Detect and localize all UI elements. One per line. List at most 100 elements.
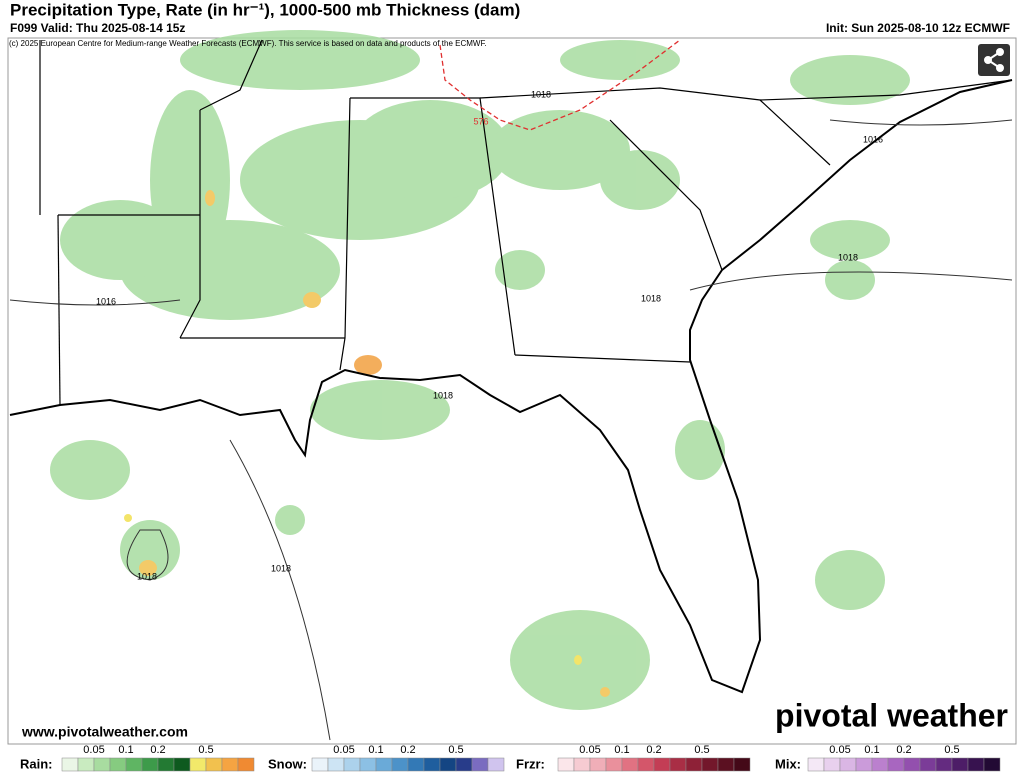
legend-label: Rain: [20, 756, 53, 771]
legend-swatch [189, 757, 207, 772]
legend-label: Frzr: [516, 756, 545, 771]
contour-labels: 1016 1018 576 1016 1018 1018 1018 1018 1018 [96, 89, 883, 581]
logo: pivotal weather [775, 697, 1008, 733]
map: (c) 2025 European Centre for Medium-rang… [7, 30, 1017, 745]
legend-swatch [173, 757, 191, 772]
title: Precipitation Type, Rate (in hr⁻¹), 1000… [10, 0, 520, 19]
precip-area [275, 505, 305, 535]
isobars [9, 119, 1013, 741]
coastline [9, 79, 1013, 694]
legend-tick: 0.5 [448, 744, 463, 756]
init-time: Init: Sun 2025-08-10 12z ECMWF [826, 21, 1010, 35]
heavy-precip [600, 687, 610, 697]
legend-swatch [343, 757, 361, 772]
heavy-precip [124, 514, 132, 522]
heavy-precip [354, 355, 382, 375]
legend-tick: 0.05 [83, 744, 104, 756]
legend-swatch [701, 757, 719, 772]
legend-swatch [487, 757, 505, 772]
legend-swatch [983, 757, 1001, 772]
precip-area [825, 260, 875, 300]
precip-area [310, 380, 450, 440]
legend-swatch [237, 757, 255, 772]
precip-areas [50, 30, 910, 710]
credit: (c) 2025 European Centre for Medium-rang… [9, 39, 487, 48]
legend-swatch [653, 757, 671, 772]
legend-label: Mix: [775, 756, 801, 771]
legend-swatch [109, 757, 127, 772]
legend-swatch [967, 757, 985, 772]
precip-area [675, 420, 725, 480]
precip-area [60, 200, 180, 280]
legend-swatch [951, 757, 969, 772]
contour-label: 1018 [641, 293, 661, 303]
legend-swatch [327, 757, 345, 772]
legend-swatch [125, 757, 143, 772]
legend-swatch [871, 757, 889, 772]
contour-label: 576 [473, 116, 488, 126]
precip-area [120, 520, 180, 580]
legend-swatch [205, 757, 223, 772]
state-borders [39, 39, 1013, 406]
precip-area [180, 30, 420, 90]
legend-swatch [823, 757, 841, 772]
legend-swatch [221, 757, 239, 772]
contour-label: 1018 [271, 563, 291, 573]
legend-swatch [573, 757, 591, 772]
precip-area [495, 250, 545, 290]
legend-swatch [141, 757, 159, 772]
contour-label: 1016 [863, 134, 883, 144]
legend-swatch [605, 757, 623, 772]
legend-tick: 0.2 [646, 744, 661, 756]
legend-swatch [439, 757, 457, 772]
heavy-precip [205, 190, 215, 206]
legend-tick: 0.2 [150, 744, 165, 756]
precip-area [815, 550, 885, 610]
legend-swatch [807, 757, 825, 772]
legend-swatch [903, 757, 921, 772]
legend-swatch [589, 757, 607, 772]
legend-tick: 0.2 [400, 744, 415, 756]
website: www.pivotalweather.com [21, 724, 188, 740]
thickness-contour [439, 39, 681, 131]
legend-swatch [855, 757, 873, 772]
legend-tick: 0.1 [614, 744, 629, 756]
precip-area [600, 150, 680, 210]
precip-area [560, 40, 680, 80]
legend-tick: 0.1 [864, 744, 879, 756]
legend-swatch [471, 757, 489, 772]
heavy-precip [574, 655, 582, 665]
share-button[interactable] [978, 44, 1010, 76]
legend-swatch [407, 757, 425, 772]
contour-label: 1018 [137, 571, 157, 581]
precip-area [350, 100, 510, 200]
legend-swatch [733, 757, 751, 772]
legend-swatch [685, 757, 703, 772]
legend-swatch [887, 757, 905, 772]
legend-swatch [311, 757, 329, 772]
legend-tick: 0.05 [829, 744, 850, 756]
legend-swatch [839, 757, 857, 772]
legend-tick: 0.05 [579, 744, 600, 756]
legend-tick: 0.5 [198, 744, 213, 756]
share-icon [984, 48, 1004, 72]
legend-tick: 0.5 [694, 744, 709, 756]
legend-swatch [61, 757, 79, 772]
legend-label: Snow: [268, 756, 307, 771]
precip-area [50, 440, 130, 500]
legend-tick: 0.1 [368, 744, 383, 756]
precip-area [490, 110, 630, 190]
precip-area [810, 220, 890, 260]
legend: Rain: 0.05 0.1 0.2 0.5 Snow: 0.05 0.1 0.2 0.5 Frzr… [20, 744, 1001, 772]
legend-swatch [637, 757, 655, 772]
contour-label: 1018 [838, 252, 858, 262]
contour-label: 1018 [531, 89, 551, 99]
legend-tick: 0.5 [944, 744, 959, 756]
legend-swatch [669, 757, 687, 772]
legend-swatch [157, 757, 175, 772]
contour-label: 1018 [433, 390, 453, 400]
heavy-precip [303, 292, 321, 308]
contour-label: 1016 [96, 296, 116, 306]
legend-swatch [391, 757, 409, 772]
